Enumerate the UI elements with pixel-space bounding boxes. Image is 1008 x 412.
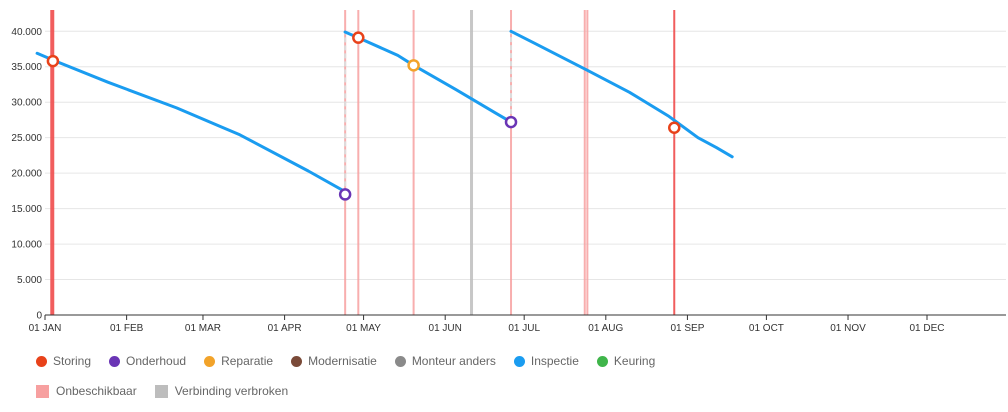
event-marker-storing xyxy=(352,31,365,44)
legend-label-verbinding-verbroken: Verbinding verbroken xyxy=(174,384,289,398)
unavailable-band xyxy=(357,10,360,315)
reparatie-dot-icon xyxy=(204,355,216,367)
unavailable-band xyxy=(673,10,676,315)
legend-label-onbeschikbaar: Onbeschikbaar xyxy=(56,384,137,398)
legend-bands-row: Onbeschikbaar Verbinding verbroken xyxy=(36,382,996,400)
x-tick-label: 01 OCT xyxy=(749,323,784,334)
storing-dot-icon xyxy=(36,355,47,367)
chart-svg: 0 5.000 10.000 15.000 20.000 25.000 30.000 35.0… xyxy=(11,10,1006,334)
chart: 0 5.000 10.000 15.000 20.000 25.000 30.000 35.0… xyxy=(11,10,1006,334)
unavailable-band xyxy=(586,10,589,315)
event-marker-storing xyxy=(46,54,60,68)
x-tick-label: 01 NOV xyxy=(830,323,866,334)
legend: Storing Onderhoud Reparatie Modernisatie… xyxy=(36,352,996,412)
x-tick-label: 01 JUN xyxy=(429,323,462,334)
unavailable-band xyxy=(510,10,513,315)
legend-item-onbeschikbaar[interactable]: Onbeschikbaar xyxy=(36,384,137,398)
y-tick-label: 5.000 xyxy=(17,275,42,286)
legend-item-inspectie[interactable]: Inspectie xyxy=(513,354,579,368)
legend-events-row: Storing Onderhoud Reparatie Modernisatie… xyxy=(36,352,996,370)
legend-label-modernisatie: Modernisatie xyxy=(308,354,377,368)
unavailable-band xyxy=(583,10,586,315)
x-tick-label: 01 JUL xyxy=(508,323,540,334)
event-marker-reparatie xyxy=(407,59,420,72)
y-tick-label: 30.000 xyxy=(11,98,42,109)
y-tick-label: 25.000 xyxy=(11,133,42,144)
x-tick-label: 01 FEB xyxy=(110,323,144,334)
x-tick-label: 01 MAR xyxy=(185,323,221,334)
x-tick-label: 01 AUG xyxy=(588,323,623,334)
legend-label-monteur-anders: Monteur anders xyxy=(411,354,496,368)
onderhoud-dot-icon xyxy=(109,355,121,367)
legend-label-reparatie: Reparatie xyxy=(221,354,274,368)
modernisatie-dot-icon xyxy=(291,355,303,367)
y-tick-label: 0 xyxy=(36,311,42,322)
legend-label-keuring: Keuring xyxy=(613,354,656,368)
x-tick-label: 01 DEC xyxy=(910,323,945,334)
y-tick-label: 20.000 xyxy=(11,169,42,180)
legend-label-inspectie: Inspectie xyxy=(530,354,579,368)
y-tick-label: 10.000 xyxy=(11,240,42,251)
series-line-inspectie xyxy=(509,29,734,159)
legend-item-storing[interactable]: Storing xyxy=(36,354,91,368)
y-tick-label: 40.000 xyxy=(11,27,42,38)
x-tick-label: 01 APR xyxy=(268,323,302,334)
legend-item-reparatie[interactable]: Reparatie xyxy=(204,354,273,368)
x-tick-label: 01 SEP xyxy=(670,323,704,334)
legend-item-modernisatie[interactable]: Modernisatie xyxy=(291,354,377,368)
inspectie-dot-icon xyxy=(513,355,525,367)
onbeschikbaar-square-icon xyxy=(36,384,49,398)
legend-item-keuring[interactable]: Keuring xyxy=(596,354,656,368)
legend-item-onderhoud[interactable]: Onderhoud xyxy=(109,354,186,368)
unavailable-band xyxy=(412,10,415,315)
connection-lost-band xyxy=(470,10,474,315)
x-tick-label: 01 JAN xyxy=(29,323,62,334)
series-line-inspectie xyxy=(35,51,347,196)
event-marker-storing xyxy=(668,121,681,134)
legend-item-monteur-anders[interactable]: Monteur anders xyxy=(394,354,496,368)
series-line-inspectie xyxy=(343,30,513,124)
unavailable-band xyxy=(50,10,55,315)
legend-item-verbinding-verbroken[interactable]: Verbinding verbroken xyxy=(154,384,289,398)
monteur-anders-dot-icon xyxy=(394,355,406,367)
y-tick-label: 35.000 xyxy=(11,62,42,73)
keuring-dot-icon xyxy=(596,355,608,367)
event-marker-onderhoud xyxy=(338,188,352,201)
verbinding-verbroken-square-icon xyxy=(154,384,168,398)
unavailable-band xyxy=(344,10,347,315)
legend-label-storing: Storing xyxy=(53,354,92,368)
y-tick-label: 15.000 xyxy=(11,204,42,215)
event-marker-onderhoud xyxy=(504,115,518,129)
legend-label-onderhoud: Onderhoud xyxy=(126,354,187,368)
x-tick-label: 01 MAY xyxy=(346,323,381,334)
